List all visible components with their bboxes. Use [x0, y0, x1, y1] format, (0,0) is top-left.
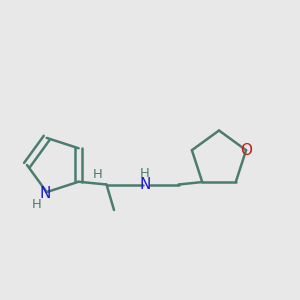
Text: H: H: [140, 167, 150, 180]
Text: N: N: [40, 186, 51, 201]
Text: H: H: [93, 168, 103, 182]
Text: N: N: [139, 177, 151, 192]
Text: H: H: [31, 198, 41, 211]
Text: O: O: [240, 143, 252, 158]
